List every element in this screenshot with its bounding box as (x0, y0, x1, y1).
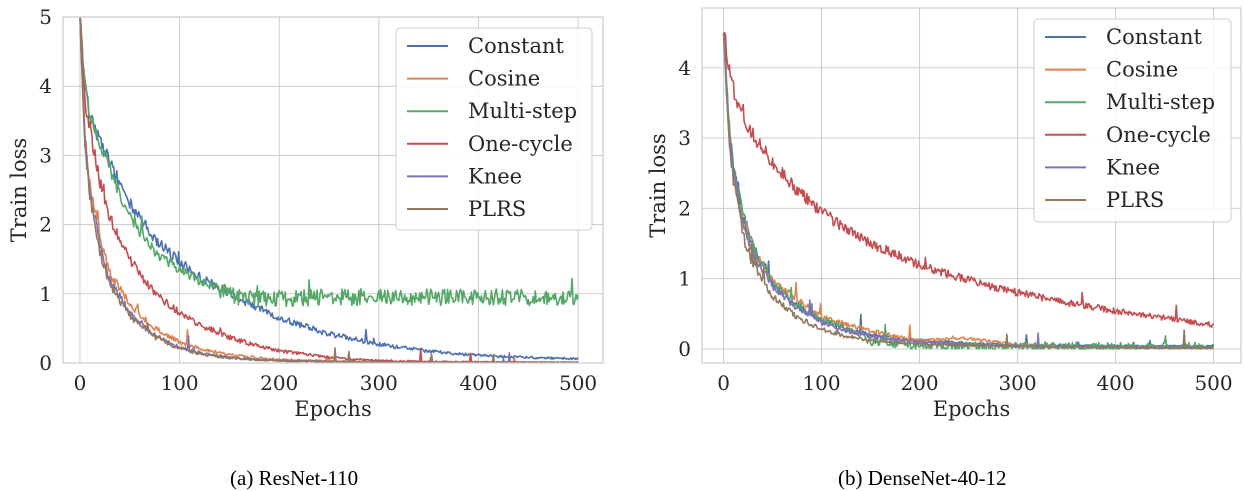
legend-label-plrs: PLRS (468, 197, 526, 221)
y-tick-label: 1 (678, 267, 691, 291)
legend-label-multi-step: Multi-step (468, 99, 577, 123)
legend-label-one-cycle: One-cycle (1106, 123, 1211, 147)
y-tick-label: 5 (39, 5, 52, 29)
legend-label-cosine: Cosine (468, 67, 540, 91)
y-tick-label: 3 (39, 143, 52, 167)
x-tick-label: 100 (802, 371, 840, 395)
y-tick-label: 2 (678, 196, 691, 220)
legend-label-knee: Knee (1106, 155, 1160, 179)
x-tick-label: 0 (717, 371, 730, 395)
y-tick-label: 3 (678, 126, 691, 150)
x-tick-label: 500 (559, 371, 597, 395)
x-tick-label: 100 (160, 371, 198, 395)
legend-label-plrs: PLRS (1106, 188, 1164, 212)
y-tick-label: 0 (678, 337, 691, 361)
plot-frame (701, 7, 1242, 364)
legend-label-knee: Knee (468, 164, 522, 188)
y-tick-label: 1 (39, 282, 52, 306)
x-tick-label: 500 (1194, 371, 1232, 395)
y-axis-label: Train loss (7, 138, 31, 242)
caption-resnet-110: (a) ResNet-110 (230, 466, 359, 490)
x-tick-label: 300 (360, 371, 398, 395)
series-line-cosine (722, 33, 1214, 350)
y-tick-label: 2 (39, 213, 52, 237)
x-tick-label: 400 (1096, 371, 1134, 395)
x-tick-label: 200 (260, 371, 298, 395)
legend-label-cosine: Cosine (1106, 58, 1178, 82)
x-tick-label: 200 (900, 371, 938, 395)
plot-frame (62, 16, 604, 364)
series-line-constant (79, 17, 579, 361)
x-tick-label: 400 (459, 371, 497, 395)
legend: Constant Cosine Multi-step One-cycle Knee PLR… (395, 27, 593, 231)
legend-label-constant: Constant (468, 34, 564, 58)
legend-label-one-cycle: One-cycle (468, 132, 573, 156)
chart-densenet-40-12: 0 100 200 300 400 500 0 1 2 3 4 Epochs Train loss Con… (646, 7, 1242, 421)
legend-label-multi-step: Multi-step (1106, 90, 1215, 114)
x-axis-label: Epochs (933, 397, 1010, 421)
chart-resnet-110: 0 100 200 300 400 500 0 1 2 3 4 5 Epochs Train loss Co… (7, 5, 604, 421)
x-tick-label: 0 (74, 371, 87, 395)
legend-label-constant: Constant (1106, 25, 1202, 49)
legend: Constant Cosine Multi-step One-cycle Knee PLR… (1033, 18, 1232, 223)
y-tick-label: 4 (678, 56, 691, 80)
series-line-plrs (722, 32, 1214, 350)
x-tick-label: 300 (998, 371, 1036, 395)
caption-densenet-40-12: (b) DenseNet-40-12 (838, 466, 1007, 490)
y-tick-label: 0 (39, 351, 52, 375)
series-line-one-cycle (723, 31, 1214, 329)
y-axis-label: Train loss (646, 133, 670, 237)
y-tick-label: 4 (39, 74, 52, 98)
series-line-multi-step (79, 17, 579, 308)
x-axis-label: Epochs (294, 397, 371, 421)
